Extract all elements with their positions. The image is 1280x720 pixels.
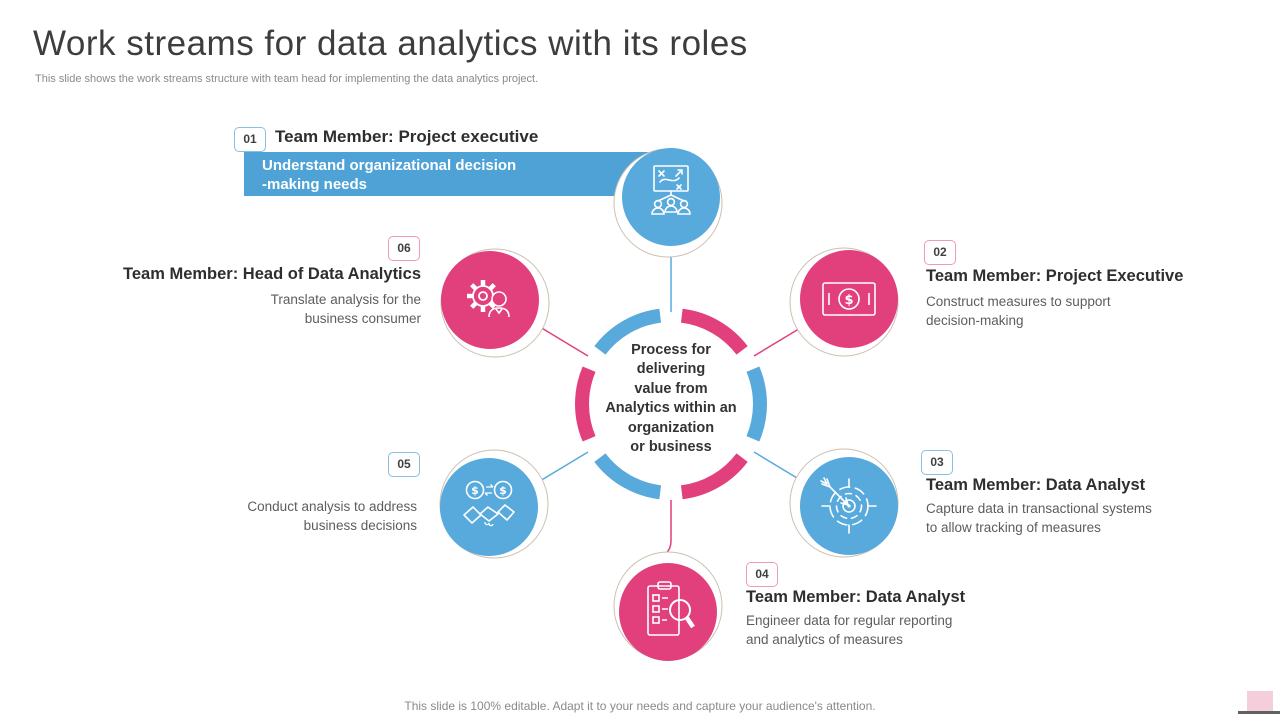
- dollar-glyph: $: [471, 484, 479, 497]
- page-subtitle: This slide shows the work streams struct…: [35, 73, 539, 85]
- node-06-circle: [441, 251, 539, 349]
- node-05-description: Conduct analysis to address business dec…: [247, 499, 417, 533]
- page-title: Work streams for data analytics with its…: [33, 24, 748, 63]
- corner-accent-rect: [1247, 691, 1273, 711]
- node-01-badge: 01: [234, 127, 266, 152]
- node-06-title: Team Member: Head of Data Analytics: [123, 265, 421, 283]
- node-06-badge: 06: [388, 236, 420, 261]
- corner-accent-line: [1238, 711, 1280, 714]
- connector-node-02: [753, 323, 808, 357]
- target-arrow-icon: [820, 477, 877, 534]
- ring-segment: [594, 453, 662, 500]
- node-04-circle: [619, 563, 717, 661]
- center-statement: Process for delivering value from Analyt…: [605, 342, 737, 456]
- footer-note: This slide is 100% editable. Adapt it to…: [404, 699, 876, 713]
- node-05-badge: 05: [388, 452, 420, 477]
- node-02-badge: 02: [924, 240, 956, 265]
- dollar-glyph: $: [844, 293, 853, 308]
- node-03-badge: 03: [921, 450, 953, 475]
- connector-node-06: [534, 323, 589, 357]
- node-02-circle: [800, 250, 898, 348]
- node-04-description: Engineer data for regular reporting and …: [746, 613, 953, 647]
- connector-node-05: [534, 451, 589, 485]
- banknote-icon: $: [822, 282, 876, 316]
- node-03-description: Capture data in transactional systems to…: [926, 501, 1152, 535]
- report-magnifier-icon: [647, 581, 695, 636]
- node-06-description: Translate analysis for the business cons…: [270, 292, 421, 326]
- node-05-circle: [440, 458, 538, 556]
- ring-segment: [746, 366, 767, 442]
- node-01-title: Team Member: Project executive: [275, 127, 539, 146]
- node-02-title: Team Member: Project Executive: [926, 267, 1184, 285]
- node-01-banner: Understand organizational decision -maki…: [244, 152, 668, 196]
- ring-segment: [680, 453, 748, 500]
- node-03-title: Team Member: Data Analyst: [926, 476, 1146, 494]
- handshake-deal-icon: $ $: [463, 480, 515, 527]
- node-04-badge: 04: [746, 562, 778, 587]
- node-02-description: Construct measures to support decision-m…: [926, 294, 1111, 328]
- node-04-title: Team Member: Data Analyst: [746, 588, 966, 606]
- connector-node-03: [753, 451, 808, 485]
- ring-segment: [575, 366, 596, 442]
- connector-node-04: [648, 500, 672, 561]
- node-03-circle: [800, 457, 898, 555]
- node-01-description: Understand organizational decision -maki…: [262, 157, 517, 193]
- gear-person-icon: [467, 280, 510, 318]
- dollar-glyph: $: [499, 484, 507, 497]
